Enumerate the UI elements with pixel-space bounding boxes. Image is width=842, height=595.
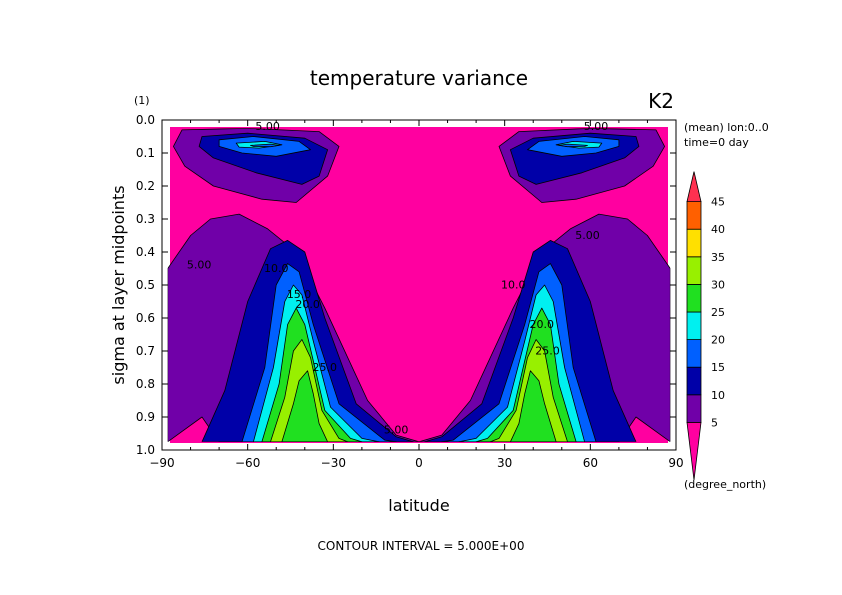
colorbar-label: 35 [711, 251, 725, 264]
contour-band [510, 370, 557, 442]
contour-band [558, 143, 588, 148]
colorbar-segment [686, 311, 702, 341]
y-tick-label: 0.9 [136, 410, 155, 424]
contour-label: 5.00 [187, 259, 212, 272]
colorbar-segment [686, 339, 702, 368]
contour-band [281, 370, 328, 442]
contour-label: 5.00 [584, 120, 609, 133]
colorbar-label: 15 [711, 361, 725, 374]
colorbar-label: 20 [711, 334, 725, 347]
contour-label: 25.0 [313, 361, 338, 374]
colorbar-label: 40 [711, 223, 725, 236]
x-tick-label: −90 [149, 456, 174, 470]
contour-label: 5.00 [384, 424, 409, 437]
colorbar: 5 10 15 20 25 30 35 40 45 [686, 171, 725, 481]
colorbar-label: 25 [711, 306, 725, 319]
y-tick-label: 0.0 [136, 113, 155, 127]
x-tick-label: 60 [583, 456, 598, 470]
y-tick-label: 0.8 [136, 377, 155, 391]
colorbar-segment [686, 256, 702, 285]
x-tick-label: −30 [321, 456, 346, 470]
colorbar-label: 10 [711, 389, 725, 402]
y-tick-label: 0.2 [136, 179, 155, 193]
x-axis-label: latitude [388, 496, 449, 515]
x-tick-label: −60 [235, 456, 260, 470]
x-axis-ticks: −90 −60 −30 0 30 60 90 [149, 120, 684, 470]
colorbar-label: 45 [711, 196, 725, 209]
y-tick-label: 0.6 [136, 311, 155, 325]
y-tick-label: 1.0 [136, 443, 155, 457]
colorbar-label: 5 [711, 416, 718, 429]
corner-label: K2 [648, 89, 674, 113]
colorbar-segment [686, 394, 702, 423]
colorbar-segment [686, 283, 702, 313]
contour-label: 20.0 [530, 318, 555, 331]
colorbar-label: 30 [711, 278, 725, 291]
colorbar-segment [686, 366, 702, 396]
colorbar-segment [686, 201, 702, 230]
info-line-mean: (mean) lon:0..0 [684, 121, 769, 134]
contour-bands [167, 128, 671, 442]
info-line-time: time=0 day [684, 136, 749, 149]
contour-band [250, 143, 280, 148]
colorbar-segment [686, 421, 702, 481]
x-tick-label: 0 [415, 456, 423, 470]
contour-interval-note: CONTOUR INTERVAL = 5.000E+00 [318, 539, 525, 553]
y-tick-label: 0.3 [136, 212, 155, 226]
chart-title: temperature variance [310, 66, 528, 90]
contour-label: 10.0 [501, 278, 526, 291]
y-axis-ticks: 0.0 0.1 0.2 0.3 0.4 0.5 0.6 0.7 0.8 0.9 1.0 [136, 113, 676, 457]
y-axis-label: sigma at layer midpoints [109, 185, 128, 384]
contour-label: 5.00 [575, 229, 600, 242]
contour-label: 25.0 [535, 344, 560, 357]
y-tick-label: 0.1 [136, 146, 155, 160]
contour-label: 5.00 [255, 120, 280, 133]
colorbar-segment [686, 171, 702, 203]
y-tick-label: 0.5 [136, 278, 155, 292]
contour-label: 10.0 [264, 262, 289, 275]
x-tick-label: 90 [668, 456, 683, 470]
contour-label: 15.0 [287, 288, 312, 301]
x-tick-label: 30 [497, 456, 512, 470]
contour-labels: 5.00 5.005.005.005.0010.010.015.020.020.0… [187, 120, 608, 437]
y-tick-label: 0.7 [136, 344, 155, 358]
contour-label: 20.0 [295, 298, 320, 311]
y-tick-label: 0.4 [136, 245, 155, 259]
y-unit-label: (1) [134, 94, 150, 107]
colorbar-segment [686, 228, 702, 258]
x-unit-label: (degree_north) [684, 478, 766, 491]
